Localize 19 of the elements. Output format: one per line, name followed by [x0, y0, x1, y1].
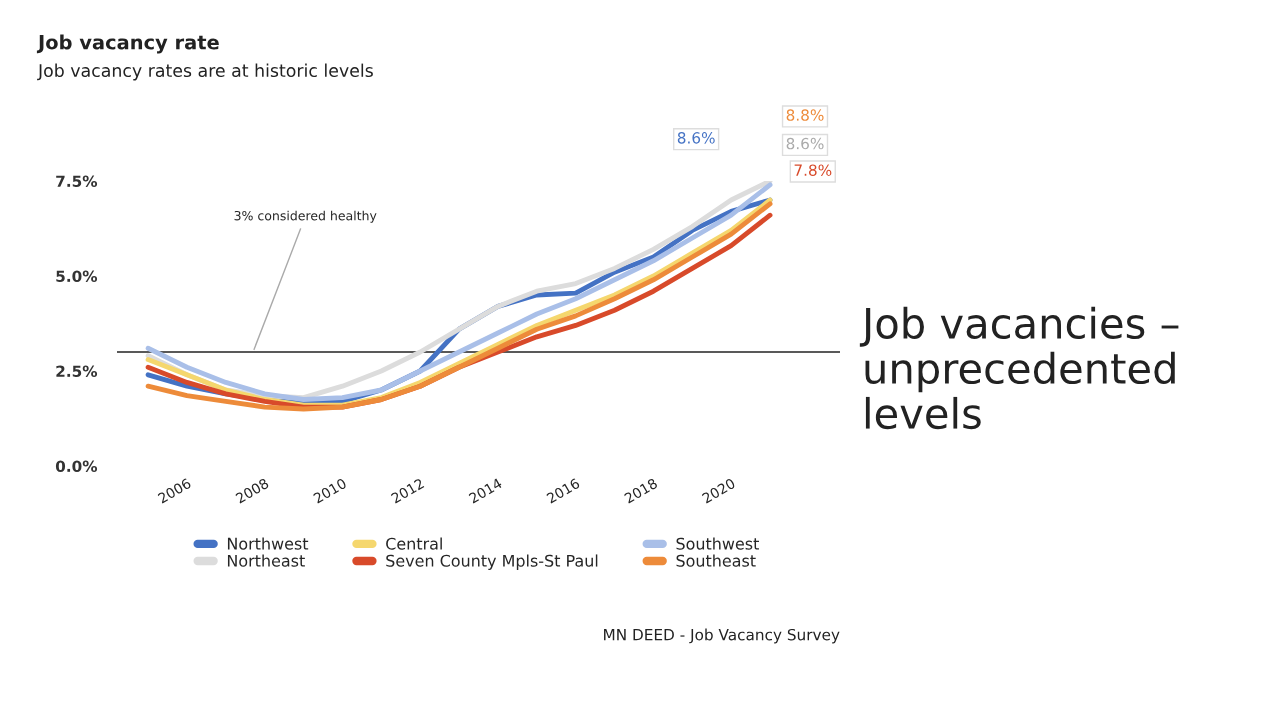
legend-label: Central	[386, 537, 442, 550]
chart-subtitle: Job vacancy rates are at historic levels	[37, 63, 373, 81]
legend-label: Northeast	[227, 554, 305, 567]
ref-line-label: 3% considered healthy	[234, 210, 377, 223]
y-tick-label: 7.5%	[56, 175, 98, 188]
text: 7.8%	[794, 164, 832, 176]
legend-label: Southwest	[676, 537, 759, 550]
y-tick-label: 0.0%	[55, 460, 98, 473]
legend-label: Southeast	[676, 554, 756, 567]
y-tick-label: 5.0%	[56, 270, 98, 283]
text: Job vacancies – unprecedented levels	[859, 306, 1179, 430]
text: 8.6%	[677, 132, 715, 144]
text: 8.6%	[786, 137, 824, 150]
y-tick-label: 2.5%	[56, 365, 98, 378]
legend-label: Northwest	[227, 537, 309, 550]
text: 8.8%	[786, 109, 824, 121]
chart-title: Job vacancy rate	[36, 34, 219, 54]
text: MN DEED - Job Vacancy Survey	[604, 628, 840, 644]
legend-label: Seven County Mpls-St Paul	[386, 554, 598, 570]
